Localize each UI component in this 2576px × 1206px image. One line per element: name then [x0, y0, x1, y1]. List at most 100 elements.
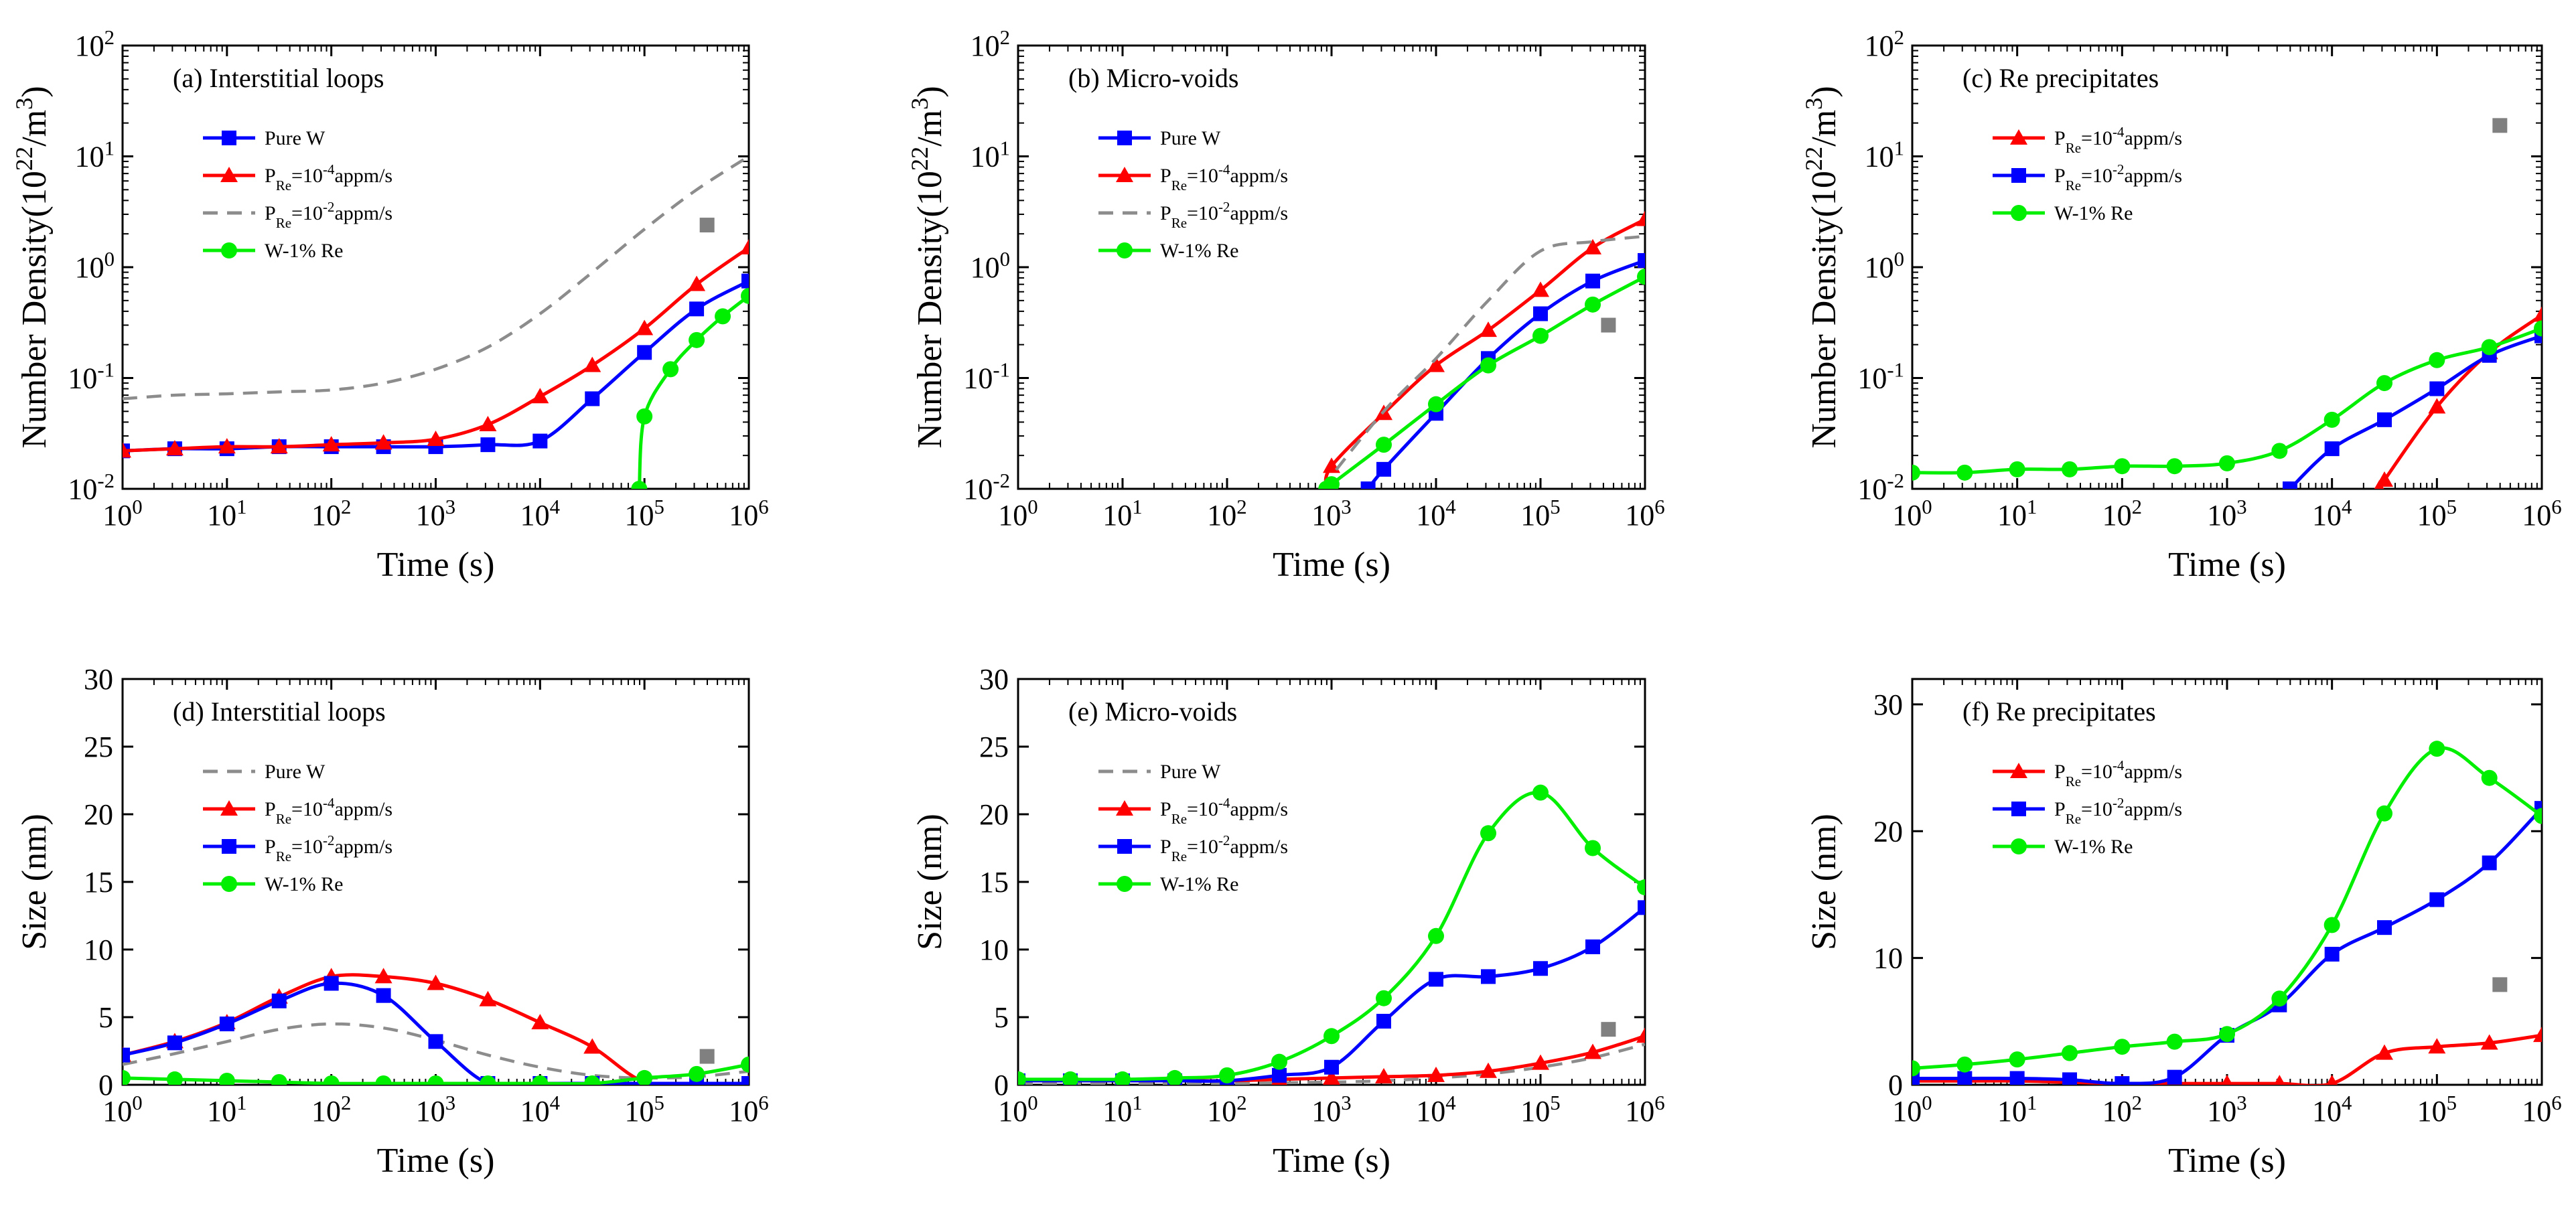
data-point	[2534, 801, 2542, 816]
legend-label: PRe=10-2appm/s	[2054, 795, 2182, 827]
data-point	[2009, 1051, 2025, 1068]
data-point	[2114, 1039, 2131, 1055]
data-point	[2167, 1069, 2182, 1085]
data-point	[2428, 398, 2446, 414]
y-tick-label: 5	[994, 1001, 1009, 1034]
x-tick-label: 105	[1520, 496, 1560, 532]
data-point	[1167, 1069, 1183, 1085]
legend-marker	[2010, 129, 2027, 145]
data-point	[1323, 1028, 1340, 1045]
data-point	[1956, 1056, 1973, 1073]
legend-marker	[222, 131, 236, 145]
x-axis-label: Time (s)	[377, 546, 495, 584]
legend: Pure W PRe=10-4appm/s PRe=10-2appm/s W-1% R…	[1098, 761, 1288, 895]
x-tick-label: 105	[1520, 1091, 1560, 1128]
series-layer	[1018, 784, 1645, 1085]
data-point	[715, 308, 731, 325]
data-point	[322, 436, 340, 452]
y-tick-label: 25	[979, 731, 1009, 763]
data-point	[2219, 1026, 2235, 1043]
y-tick-label: 30	[979, 663, 1009, 696]
x-tick-label: 100	[998, 1091, 1037, 1128]
data-point	[1912, 464, 1920, 481]
x-tick-label: 104	[1416, 496, 1455, 532]
legend-marker	[1117, 876, 1133, 892]
series-line-3	[637, 295, 749, 489]
data-point	[1018, 1071, 1026, 1085]
data-point	[1637, 879, 1645, 896]
legend-marker	[2011, 838, 2027, 854]
x-tick-label: 104	[520, 1091, 560, 1128]
series-line-0	[123, 1022, 749, 1080]
x-axis-label: Time (s)	[1273, 546, 1390, 584]
panel-title: (f) Re precipitates	[1962, 696, 2156, 727]
y-tick-label: 15	[84, 866, 113, 899]
legend: Pure W PRe=10-4appm/s PRe=10-2appm/s W-1% R…	[1098, 127, 1288, 262]
y-tick-label: 5	[98, 1001, 113, 1034]
data-point	[2009, 461, 2025, 477]
panel-f: 100 101 102 103 104 105 106 0 10 20 30 Time (s) Size…	[1805, 678, 2562, 1180]
x-tick-label: 100	[102, 1091, 142, 1128]
series-line-2	[1912, 746, 2542, 1070]
experimental-point	[2492, 977, 2508, 992]
data-point	[1636, 210, 1645, 226]
legend: Pure W PRe=10-4appm/s PRe=10-2appm/s W-1% R…	[203, 127, 392, 262]
y-tick-label: 102	[1865, 26, 1904, 62]
y-tick-label: 100	[1865, 248, 1904, 284]
data-point	[1638, 900, 1645, 915]
data-point	[2283, 481, 2297, 489]
x-tick-label: 105	[624, 1091, 664, 1128]
x-tick-label: 102	[311, 1091, 351, 1128]
data-point	[123, 1069, 131, 1085]
x-axis-label: Time (s)	[2168, 1142, 2286, 1180]
x-tick-label: 103	[416, 1091, 455, 1128]
data-point	[631, 481, 648, 489]
data-point	[1957, 1071, 1973, 1085]
legend: Pure W PRe=10-4appm/s PRe=10-2appm/s W-1% R…	[203, 761, 392, 895]
data-point	[2115, 1076, 2130, 1085]
y-axis-label: Number Density(1022/m3)	[11, 86, 54, 448]
data-point	[479, 416, 497, 432]
data-point	[2533, 1027, 2542, 1043]
legend: PRe=10-4appm/s PRe=10-2appm/s W-1% Re	[1993, 124, 2182, 224]
data-point	[2324, 441, 2340, 457]
data-point	[2481, 769, 2498, 786]
data-point	[531, 388, 549, 404]
data-point	[1533, 306, 1548, 321]
series-layer	[123, 968, 749, 1085]
data-point	[688, 275, 706, 291]
legend-label: PRe=10-2appm/s	[265, 832, 392, 864]
data-point	[427, 430, 445, 446]
data-point	[662, 361, 679, 378]
x-tick-label: 106	[2522, 496, 2561, 532]
legend-label: PRe=10-4appm/s	[2054, 124, 2182, 156]
data-point	[583, 356, 601, 372]
legend-label: Pure W	[265, 761, 326, 783]
x-tick-label: 104	[2312, 496, 2352, 532]
data-point	[1638, 252, 1645, 268]
series-layer	[123, 155, 749, 489]
data-point	[741, 287, 749, 304]
panel-title: (c) Re precipitates	[1962, 63, 2159, 93]
legend-label: W-1% Re	[2054, 836, 2133, 858]
data-point	[2429, 352, 2445, 368]
y-axis-label: Size (nm)	[911, 814, 949, 950]
y-axis-label: Size (nm)	[15, 814, 54, 950]
y-tick-label: 10-1	[68, 359, 115, 395]
legend-label: PRe=10-4appm/s	[1160, 795, 1288, 827]
data-point	[636, 408, 653, 425]
data-point	[740, 238, 749, 254]
data-point	[1219, 1067, 1235, 1083]
legend-marker	[1117, 839, 1132, 854]
x-tick-label: 100	[998, 496, 1037, 532]
y-tick-label: 101	[1865, 137, 1904, 173]
y-axis-label: Number Density(1022/m3)	[906, 86, 949, 448]
data-point	[2482, 855, 2497, 871]
legend-label: PRe=10-2appm/s	[1160, 199, 1288, 231]
x-tick-label: 100	[102, 496, 142, 532]
data-point	[324, 976, 339, 991]
legend-marker	[221, 876, 237, 892]
x-tick-label: 106	[729, 1091, 768, 1128]
data-point	[1323, 476, 1340, 489]
x-tick-label: 105	[2417, 496, 2457, 532]
